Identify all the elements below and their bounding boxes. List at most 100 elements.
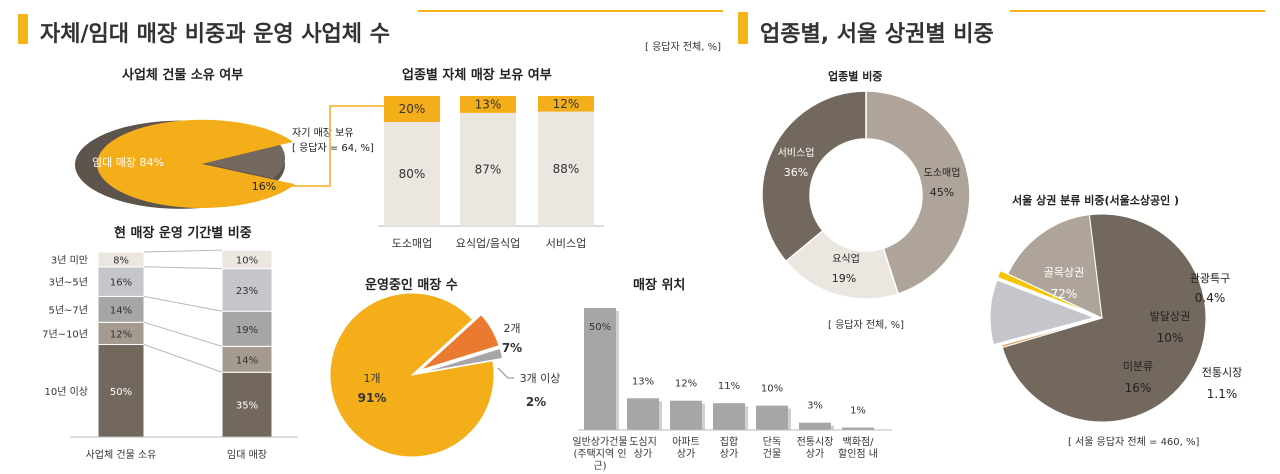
location-value: 10%: [761, 384, 783, 395]
period-series-label: 10년 이상: [44, 386, 88, 398]
seoul-value-3: 10%: [1157, 331, 1184, 345]
location-category: 근): [593, 461, 606, 472]
industry-own-category: 요식업/음식업: [456, 237, 520, 250]
industry-value-2: 19%: [832, 272, 856, 285]
location-bar-shade: [702, 403, 705, 430]
location-bar: [584, 308, 616, 430]
seoul-slice: [996, 270, 1095, 316]
industry-label-3: 서비스업: [778, 146, 815, 159]
industry-own-category: 서비스업: [546, 237, 586, 250]
callout-line-2: [ 응답자 = 64, %]: [292, 143, 374, 154]
period-segment: [97, 295, 145, 323]
seoul-slice: [1007, 214, 1103, 319]
seoul-label-2: 관광특구: [1190, 272, 1230, 285]
location-category: 상가: [634, 448, 652, 460]
seoul-slice: [1000, 317, 1103, 349]
period-value: 50%: [110, 387, 132, 398]
right-header-accent: [738, 12, 748, 44]
store-count-label-2: 2개: [503, 322, 520, 335]
ownership-rent-label: 임대 매장 84%: [92, 156, 164, 169]
location-value: 13%: [632, 376, 654, 387]
ownership-own-label: 16%: [252, 180, 276, 193]
seoul-label-4: 전통시장: [1202, 366, 1242, 379]
industry-own-bar-rent: [538, 111, 594, 226]
industry-own-own-value: 20%: [399, 102, 426, 116]
industry-value-3: 36%: [784, 166, 808, 179]
industry-own-title: 업종별 자체 매장 보유 여부: [402, 68, 552, 83]
location-category: 전통시장: [797, 436, 834, 448]
location-category: 일반상가건물: [572, 436, 627, 448]
industry-own-bar-own: [384, 96, 440, 122]
seoul-label-5: 미분류: [1123, 360, 1153, 373]
location-bar-shade: [831, 425, 834, 430]
location-value: 11%: [718, 381, 740, 392]
period-series-label: 7년~10년: [42, 328, 88, 340]
period-value: 35%: [236, 401, 258, 412]
industry-own-category: 도소매업: [392, 237, 432, 250]
ownership-callout-line: [276, 105, 384, 187]
period-value: 16%: [110, 278, 132, 289]
seoul-slice: [989, 279, 1096, 346]
period-value: 10%: [236, 255, 258, 266]
period-category: 임대 매장: [227, 448, 267, 461]
left-header-note: [ 응답자 전체, %]: [645, 42, 722, 53]
location-title: 매장 위치: [633, 278, 686, 293]
left-header-accent: [18, 14, 28, 44]
industry-label-1: 도소매업: [924, 166, 961, 179]
ownership-callout: 자기 매장 보유 [ 응답자 = 64, %]: [292, 126, 374, 156]
period-series-label: 3년 미만: [51, 254, 88, 266]
period-connector: [143, 295, 223, 312]
seoul-value-4: 1.1%: [1207, 387, 1238, 401]
seoul-title: 서울 상권 분류 비중(서울소상공인 ): [1012, 194, 1180, 207]
store-count-slice: [420, 314, 500, 371]
industry-title: 업종별 비중: [828, 70, 883, 83]
industry-own-bar-rent: [384, 122, 440, 226]
period-category: 사업체 건물 소유: [86, 448, 157, 461]
industry-slice: [865, 90, 971, 295]
period-value: 12%: [110, 329, 132, 340]
location-bar: [756, 405, 788, 430]
seoul-value-5: 16%: [1125, 381, 1152, 395]
right-header-rule: [1010, 10, 1265, 12]
location-bar-shade: [616, 311, 619, 430]
right-header-title: 업종별, 서울 상권별 비중: [760, 22, 994, 47]
location-category: 도심지: [629, 436, 657, 448]
store-count-title: 운영중인 매장 수: [365, 278, 458, 293]
period-connector: [143, 249, 223, 253]
seoul-label-1: 골목상권: [1044, 266, 1084, 279]
store-count-slice: [329, 292, 495, 458]
seoul-label-3: 발달상권: [1150, 310, 1190, 323]
location-bar: [670, 400, 702, 430]
location-bar: [799, 422, 831, 430]
period-series-label: 5년~7년: [48, 304, 88, 316]
location-category: 단독: [763, 436, 781, 448]
period-series-label: 3년~5년: [48, 277, 88, 289]
location-category: 상가: [806, 448, 824, 460]
period-value: 19%: [236, 325, 258, 336]
location-category: 집합: [720, 436, 738, 448]
industry-value-1: 45%: [930, 186, 954, 199]
location-bar-shade: [745, 406, 748, 430]
period-segment: [221, 310, 273, 347]
industry-slice: [761, 90, 867, 263]
industry-label-2: 요식업: [832, 252, 860, 265]
period-value: 8%: [113, 255, 129, 266]
location-category: 아파트: [672, 436, 700, 448]
store-count-label-1: 1개: [363, 372, 380, 385]
period-segment: [97, 251, 145, 268]
location-value: 3%: [807, 401, 823, 412]
industry-own-bar-rent: [460, 112, 516, 226]
location-category: 백화점/: [843, 436, 875, 448]
period-connector: [143, 266, 223, 270]
location-bar: [713, 403, 745, 430]
store-count-label-3: 3개 이상: [520, 372, 561, 385]
period-segment: [221, 345, 273, 373]
ownership-slice-own: [97, 119, 296, 208]
location-value: 12%: [675, 379, 697, 390]
period-segment: [97, 266, 145, 297]
location-bar: [627, 398, 659, 430]
left-header-rule: [418, 10, 723, 12]
store-count-value-1: 91%: [358, 391, 387, 405]
period-title: 현 매장 운영 기간별 비중: [114, 226, 252, 241]
